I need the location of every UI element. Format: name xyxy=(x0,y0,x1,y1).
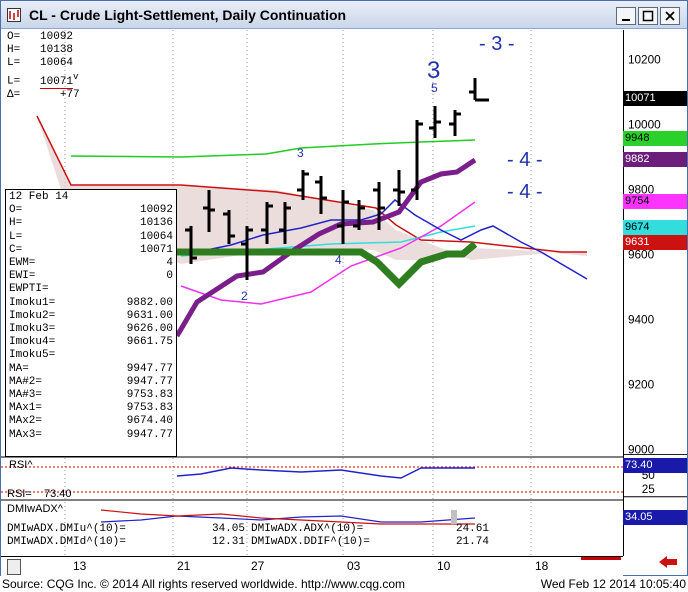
window-title: CL - Crude Light-Settlement, Daily Conti… xyxy=(29,7,347,23)
price-tag-imoku2: 9631 xyxy=(623,235,687,250)
cursor-row: MAx1= 9753.83 xyxy=(9,402,173,415)
scroll-thumb[interactable] xyxy=(7,559,21,575)
ohlc-high: H= 10138 xyxy=(7,44,74,56)
footer: Source: CQG Inc. © 2014 All rights reser… xyxy=(0,576,688,592)
cursor-row: L= 10064 xyxy=(9,230,173,243)
price-tick-10200: 10200 xyxy=(628,53,661,67)
price-tick-9200: 9200 xyxy=(628,377,655,391)
cursor-row: Imoku4= 9661.75 xyxy=(9,336,173,349)
price-tick-10000: 10000 xyxy=(628,118,661,132)
price-tag-max2: 9674 xyxy=(623,220,687,235)
dmi-values: DMIwADX.DMIu^(10)= 34.05 DMIwADX.ADX^(10)… xyxy=(7,523,489,548)
ohlc-last: L= 10071v xyxy=(7,71,79,89)
rsi-value: RSI= 73.40 xyxy=(7,488,72,500)
wave-3-small: 3 xyxy=(297,146,304,160)
ohlc-change: Δ= +77 xyxy=(7,88,80,101)
maximize-button[interactable] xyxy=(638,7,658,25)
close-button[interactable] xyxy=(660,7,680,25)
cursor-row: EWPTI= xyxy=(9,283,49,296)
price-tag-last: 10071 xyxy=(623,91,687,106)
cursor-row: C= 10071 xyxy=(9,243,173,256)
ohlc-readout: O= 10092 H= 10138 L= 10064 L= 10071v Δ= … xyxy=(7,31,80,102)
ma-magenta-line xyxy=(180,201,476,305)
wave-5: 5 xyxy=(431,81,438,95)
cursor-row: MA#3= 9753.83 xyxy=(9,389,173,402)
ohlc-low: L= 10064 xyxy=(7,57,74,69)
wave-4-b: - 4 - xyxy=(507,181,543,203)
price-scale: 10200 10000 9800 9600 9400 9200 9000 50 … xyxy=(623,30,687,556)
cursor-row: Imoku1= 9882.00 xyxy=(9,296,173,309)
minimize-button[interactable] xyxy=(616,7,636,25)
time-axis-scrollbar[interactable]: 13 21 27 03 10 18 xyxy=(1,556,623,576)
cursor-row: Imoku3= 9626.00 xyxy=(9,323,173,336)
ohlc-open: O= 10092 xyxy=(7,31,74,43)
cursor-row: MA#2= 9947.77 xyxy=(9,375,173,388)
dmi-histogram-bar xyxy=(451,510,457,524)
maximize-icon xyxy=(642,10,654,22)
wave-3-top: - 3 - xyxy=(479,33,515,55)
price-tag-imoku1: 9882 xyxy=(623,152,687,167)
date-label-21: 21 xyxy=(177,559,191,573)
wave-4-a: - 4 - xyxy=(507,149,543,171)
rsi-level-25: 25 xyxy=(642,482,656,496)
dmi-study-label[interactable]: DMIwADX^ xyxy=(7,503,63,515)
wave-3-large: 3 xyxy=(427,57,440,84)
price-tag-ma3: 9754 xyxy=(623,194,687,209)
cursor-row: EWI= 0 xyxy=(9,270,173,283)
price-tick-9800: 9800 xyxy=(628,183,655,197)
date-label-10: 10 xyxy=(437,559,451,573)
date-label-27: 27 xyxy=(251,559,265,573)
ma-green-line xyxy=(70,139,476,158)
cursor-row: H= 10136 xyxy=(9,217,173,230)
ohlc-bars xyxy=(185,78,489,280)
rsi-line xyxy=(176,467,475,479)
cursor-row: MAx2= 9674.40 xyxy=(9,415,173,428)
dark-green-line xyxy=(177,241,478,289)
price-tag-ma: 9948 xyxy=(623,131,687,146)
date-label-13: 13 xyxy=(73,559,87,573)
wave-4-small: 4 xyxy=(335,253,342,267)
chart-app-icon xyxy=(7,8,21,22)
cursor-data-box: 12 Feb 14 O= 10092 H= 10136 L= 10064 C= 1007… xyxy=(5,189,177,457)
date-label-18: 18 xyxy=(535,559,549,573)
dmi-tag: 34.05 xyxy=(623,510,687,525)
close-icon xyxy=(665,11,675,21)
cursor-row: MA= 9947.77 xyxy=(9,362,173,375)
cursor-row: EWM= 4 xyxy=(9,257,173,270)
rsi-tag: 73.40 xyxy=(623,458,687,473)
purple-line xyxy=(174,157,477,338)
price-tick-9000: 9000 xyxy=(628,442,655,456)
cursor-row: MAx3= 9947.77 xyxy=(9,428,173,441)
chart-window: CL - Crude Light-Settlement, Daily Conti… xyxy=(0,0,688,576)
cursor-row: O= 10092 xyxy=(9,204,173,217)
minimize-icon xyxy=(622,19,630,21)
price-tick-9400: 9400 xyxy=(628,313,655,327)
cursor-row: Imoku2= 9631.00 xyxy=(9,309,173,322)
scroll-left-arrow-icon[interactable] xyxy=(657,554,679,570)
wave-2-small: 2 xyxy=(241,289,248,303)
dmi-minus-line xyxy=(100,509,475,525)
rsi-study-label[interactable]: RSI^ xyxy=(9,459,33,471)
cursor-date: 12 Feb 14 xyxy=(9,191,69,203)
title-bar[interactable]: CL - Crude Light-Settlement, Daily Conti… xyxy=(1,1,687,29)
cursor-row: Imoku5= xyxy=(9,349,56,362)
price-tick-9600: 9600 xyxy=(628,248,655,262)
timestamp-text: Wed Feb 12 2014 10:05:40 xyxy=(540,577,686,591)
copyright-text: Source: CQG Inc. © 2014 All rights reser… xyxy=(2,577,406,591)
date-label-03: 03 xyxy=(347,559,361,573)
time-bar-indicator xyxy=(581,557,621,560)
